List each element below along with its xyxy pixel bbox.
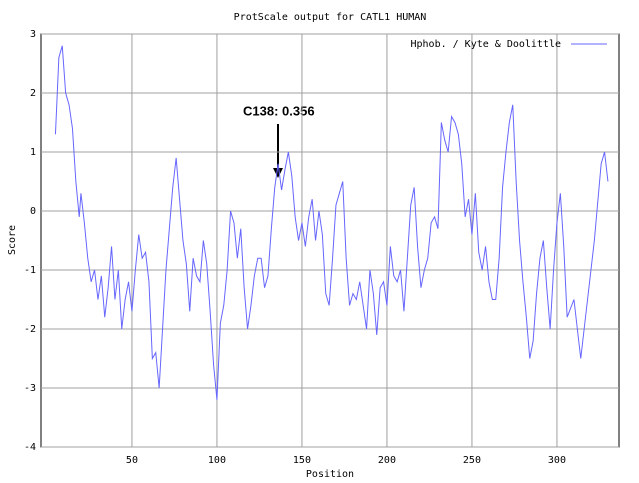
plot-frame [40,33,620,448]
line [54,45,609,400]
x-tick-label: 150 [293,455,311,466]
y-tick-label: -3 [24,383,36,394]
annotation: C138: 0.356 [243,103,315,118]
x-tick-label: 50 [126,455,138,466]
y-tick-label: -1 [24,265,36,276]
legend-label: Hphob. / Kyte & Doolittle [410,39,561,50]
y-tick-label: 2 [30,88,36,99]
y-tick-label: -2 [24,324,36,335]
x-tick-label: 250 [463,455,481,466]
y-tick-label: -4 [24,442,36,453]
chart-title: ProtScale output for CATL1 HUMAN [234,12,427,23]
y-tick-label: 3 [30,29,36,40]
x-tick-label: 200 [378,455,396,466]
x-tick-label: 300 [548,455,566,466]
y-tick-label: 0 [30,206,36,217]
arrow-head [273,168,283,178]
x-axis-label: Position [306,469,354,480]
y-axis-label: Score [7,225,18,255]
y-tick-label: 1 [30,147,36,158]
x-tick-label: 100 [208,455,226,466]
